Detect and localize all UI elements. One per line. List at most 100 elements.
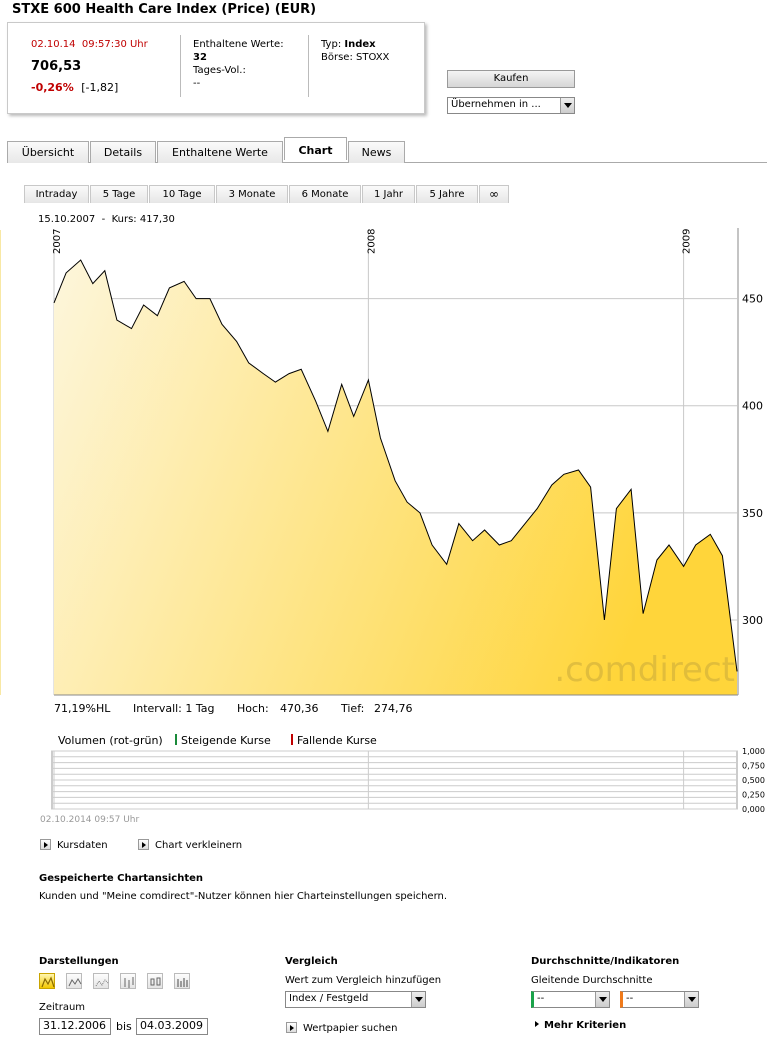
period-tab-5y[interactable]: 5 Jahre [416, 185, 478, 203]
tab-details[interactable]: Details [90, 141, 156, 163]
volume-y-tick: 0,250 [742, 791, 765, 800]
divider [308, 35, 309, 97]
quote-change-pct: -0,26% [31, 81, 74, 94]
volume-value: -- [193, 78, 201, 89]
chevron-down-icon [684, 992, 698, 1007]
point-chart-icon[interactable] [93, 973, 109, 989]
wertpapier-suchen-label: Wertpapier suchen [303, 1023, 398, 1034]
chevron-down-icon [411, 992, 425, 1007]
quote-change-abs: [-1,82] [81, 81, 119, 94]
y-tick-label: 300 [742, 614, 763, 627]
ma-label: Gleitende Durchschnitte [531, 975, 653, 986]
quote-datetime: 02.10.14 09:57:30 Uhr [31, 39, 148, 50]
date-from-input[interactable]: 31.12.2006 [39, 1018, 111, 1035]
volume-y-tick: 0,000 [742, 805, 765, 814]
stat-interval: Intervall: 1 Tag [133, 702, 215, 715]
period-tab-max[interactable]: ∞ [479, 185, 509, 203]
adopt-select-value: Übernehmen in ... [451, 99, 541, 110]
x-year-label: 2008 [366, 229, 377, 254]
exchange-label: Börse: [321, 52, 353, 63]
shrink-chart-link[interactable]: Chart verkleinern [138, 839, 242, 851]
mehr-kriterien-link[interactable]: Mehr Kriterien [535, 1020, 626, 1031]
arrow-right-icon [286, 1022, 297, 1033]
darstellungen-title: Darstellungen [39, 956, 119, 967]
vergleich-select-value: Index / Festgeld [289, 993, 369, 1004]
wertpapier-suchen-link[interactable]: Wertpapier suchen [286, 1022, 397, 1034]
page-title: STXE 600 Health Care Index (Price) (EUR) [12, 2, 317, 17]
x-year-label: 2007 [52, 229, 63, 254]
rising-color-swatch [175, 734, 177, 745]
period-tab-1y[interactable]: 1 Jahr [362, 185, 415, 203]
y-tick-label: 400 [742, 400, 763, 413]
line-chart-icon[interactable] [66, 973, 82, 989]
type-label: Typ: [321, 39, 342, 50]
adopt-select[interactable]: Übernehmen in ... [447, 97, 575, 114]
arrow-right-icon [138, 839, 149, 850]
tab-overview[interactable]: Übersicht [7, 141, 89, 163]
mehr-kriterien-label: Mehr Kriterien [544, 1020, 627, 1031]
mountain-chart-icon[interactable] [39, 973, 55, 989]
vergleich-title: Vergleich [285, 956, 338, 967]
kursdaten-link[interactable]: Kursdaten [40, 839, 108, 851]
volume-label: Tages-Vol.: [193, 65, 246, 76]
ohlc-chart-icon[interactable] [120, 973, 136, 989]
ma1-select-value: -- [537, 993, 545, 1004]
period-tab-5d[interactable]: 5 Tage [90, 185, 148, 203]
period-tab-10d[interactable]: 10 Tage [149, 185, 215, 203]
volume-y-tick: 0,750 [742, 762, 765, 771]
exchange-value: STOXX [356, 52, 390, 63]
price-chart[interactable]: 2007 2008 2009 300 350 400 450 .comdirect [0, 228, 767, 700]
y-tick-label: 450 [742, 293, 763, 306]
quote-change: -0,26% [-1,82] [31, 81, 118, 94]
volume-y-tick: 1,000 [742, 747, 765, 756]
vergleich-select[interactable]: Index / Festgeld [285, 991, 426, 1008]
legend-rising-label: Steigende Kurse [181, 734, 271, 747]
tab-chart[interactable]: Chart [284, 137, 347, 160]
saved-views-title: Gespeicherte Chartansichten [39, 873, 204, 884]
type-value: Index [344, 39, 376, 50]
volume-title: Volumen (rot-grün) [58, 734, 163, 747]
stat-high-label: Hoch: [237, 702, 269, 715]
type-info: Typ: Index Börse: STOXX [321, 38, 389, 64]
volume-chart: 1,000 0,750 0,500 0,250 0,000 [51, 747, 765, 814]
period-tab-3m[interactable]: 3 Monate [216, 185, 288, 203]
zeitraum-label: Zeitraum [39, 1002, 86, 1013]
comdirect-watermark: .comdirect [554, 650, 735, 690]
constituents-label: Enthaltene Werte: [193, 39, 284, 50]
stat-low-value: 274,76 [374, 702, 413, 715]
candle-chart-icon[interactable] [147, 973, 163, 989]
kursdaten-label: Kursdaten [57, 840, 108, 851]
period-tab-intraday[interactable]: Intraday [24, 185, 89, 203]
quote-price: 706,53 [31, 59, 82, 74]
stat-high-value: 470,36 [280, 702, 319, 715]
legend-rising: Steigende Kurse [175, 734, 271, 747]
shrink-chart-label: Chart verkleinern [155, 840, 243, 851]
constituents-info: Enthaltene Werte: 32 Tages-Vol.: -- [193, 38, 284, 90]
x-year-label: 2009 [682, 229, 693, 254]
ma2-select[interactable]: -- [620, 991, 699, 1008]
price-line [53, 259, 738, 672]
ma1-select[interactable]: -- [531, 991, 610, 1008]
vergleich-add-label: Wert zum Vergleich hinzufügen [285, 975, 442, 986]
triangle-right-icon [535, 1021, 539, 1027]
saved-views-text: Kunden und "Meine comdirect"-Nutzer könn… [39, 891, 448, 902]
date-to-input[interactable]: 04.03.2009 [136, 1018, 208, 1035]
cursor-readout: 15.10.2007 - Kurs: 417,30 [38, 214, 175, 225]
volume-date: 02.10.2014 09:57 Uhr [40, 815, 140, 825]
bis-label: bis [116, 1020, 132, 1033]
buy-button[interactable]: Kaufen [447, 70, 575, 88]
arrow-right-icon [40, 839, 51, 850]
divider [180, 35, 181, 97]
tab-constituents[interactable]: Enthaltene Werte [157, 141, 283, 163]
chevron-down-icon [595, 992, 609, 1007]
falling-color-swatch [291, 734, 293, 745]
tab-news[interactable]: News [348, 141, 405, 163]
volume-y-tick: 0,500 [742, 776, 765, 785]
period-tab-6m[interactable]: 6 Monate [289, 185, 361, 203]
price-area [54, 260, 737, 695]
main-tabs: Übersicht Details Enthaltene Werte Chart… [7, 137, 767, 163]
stat-low-label: Tief: [341, 702, 365, 715]
bar-volume-icon[interactable] [174, 973, 190, 989]
ma2-select-value: -- [626, 993, 634, 1004]
legend-falling: Fallende Kurse [291, 734, 377, 747]
